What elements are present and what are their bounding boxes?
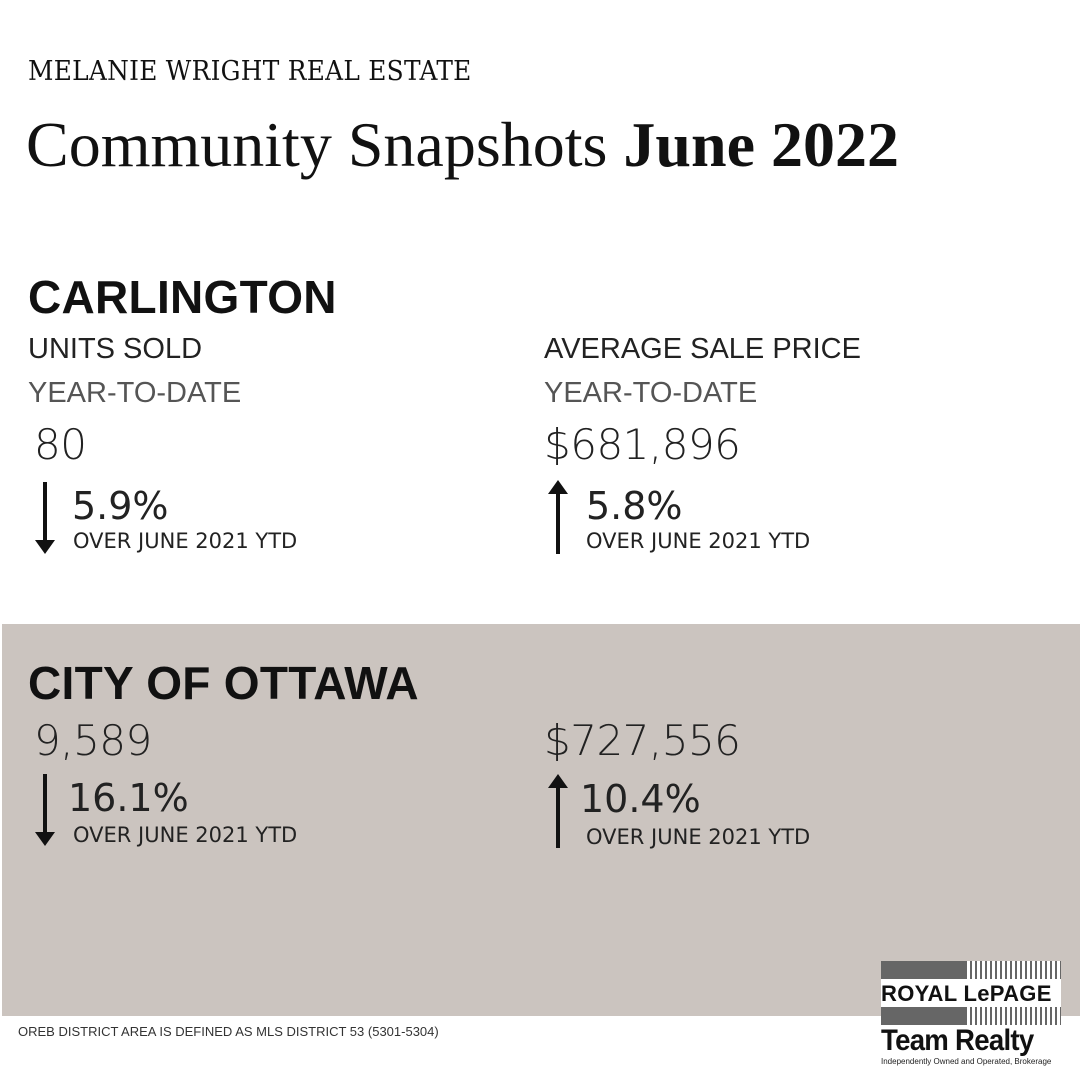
arrow-up-icon	[548, 774, 568, 848]
logo-bars	[881, 961, 1061, 979]
arrow-down-icon	[35, 482, 55, 554]
carlington-price-comparison: OVER JUNE 2021 YTD	[586, 529, 811, 553]
ottawa-price-value: $727,556	[544, 716, 741, 765]
arrow-down-icon	[35, 774, 55, 846]
title-month: June 2022	[623, 109, 899, 180]
logo-tagline: Independently Owned and Operated, Broker…	[881, 1057, 1052, 1066]
ottawa-units-comparison: OVER JUNE 2021 YTD	[73, 823, 298, 847]
carlington-price-change: 5.8%	[586, 484, 683, 528]
carlington-price-value: $681,896	[544, 420, 741, 469]
page-title: Community Snapshots June 2022	[26, 108, 899, 182]
royal-lepage-logo: ROYAL LePAGE Team Realty Independently O…	[881, 961, 1061, 1073]
avg-price-period: YEAR-TO-DATE	[544, 377, 758, 409]
units-sold-period: YEAR-TO-DATE	[28, 377, 242, 409]
brand-name: MELANIE WRIGHT REAL ESTATE	[28, 56, 472, 87]
logo-team-realty: Team Realty	[881, 1024, 1034, 1057]
ottawa-panel	[2, 624, 1080, 1016]
logo-solid-bar	[881, 961, 965, 979]
ottawa-price-comparison: OVER JUNE 2021 YTD	[586, 825, 811, 849]
carlington-heading: CARLINGTON	[28, 271, 337, 323]
ottawa-heading: CITY OF OTTAWA	[28, 657, 419, 709]
arrow-up-icon	[548, 480, 568, 554]
logo-solid-bar	[881, 1007, 965, 1025]
ottawa-price-change: 10.4%	[580, 777, 701, 821]
ottawa-units-change: 16.1%	[68, 776, 189, 820]
avg-price-label: AVERAGE SALE PRICE	[544, 333, 861, 365]
carlington-units-value: 80	[34, 420, 87, 469]
units-sold-label: UNITS SOLD	[28, 333, 203, 365]
logo-bars-lower	[881, 1007, 1061, 1025]
logo-striped-bar	[965, 1007, 1061, 1025]
logo-striped-bar	[965, 961, 1061, 979]
carlington-units-change: 5.9%	[72, 484, 169, 528]
logo-royal-lepage: ROYAL LePAGE	[881, 981, 1052, 1006]
footnote: OREB DISTRICT AREA IS DEFINED AS MLS DIS…	[18, 1024, 439, 1039]
carlington-units-comparison: OVER JUNE 2021 YTD	[73, 529, 298, 553]
ottawa-units-value: 9,589	[34, 716, 152, 765]
title-prefix: Community Snapshots	[26, 109, 608, 180]
